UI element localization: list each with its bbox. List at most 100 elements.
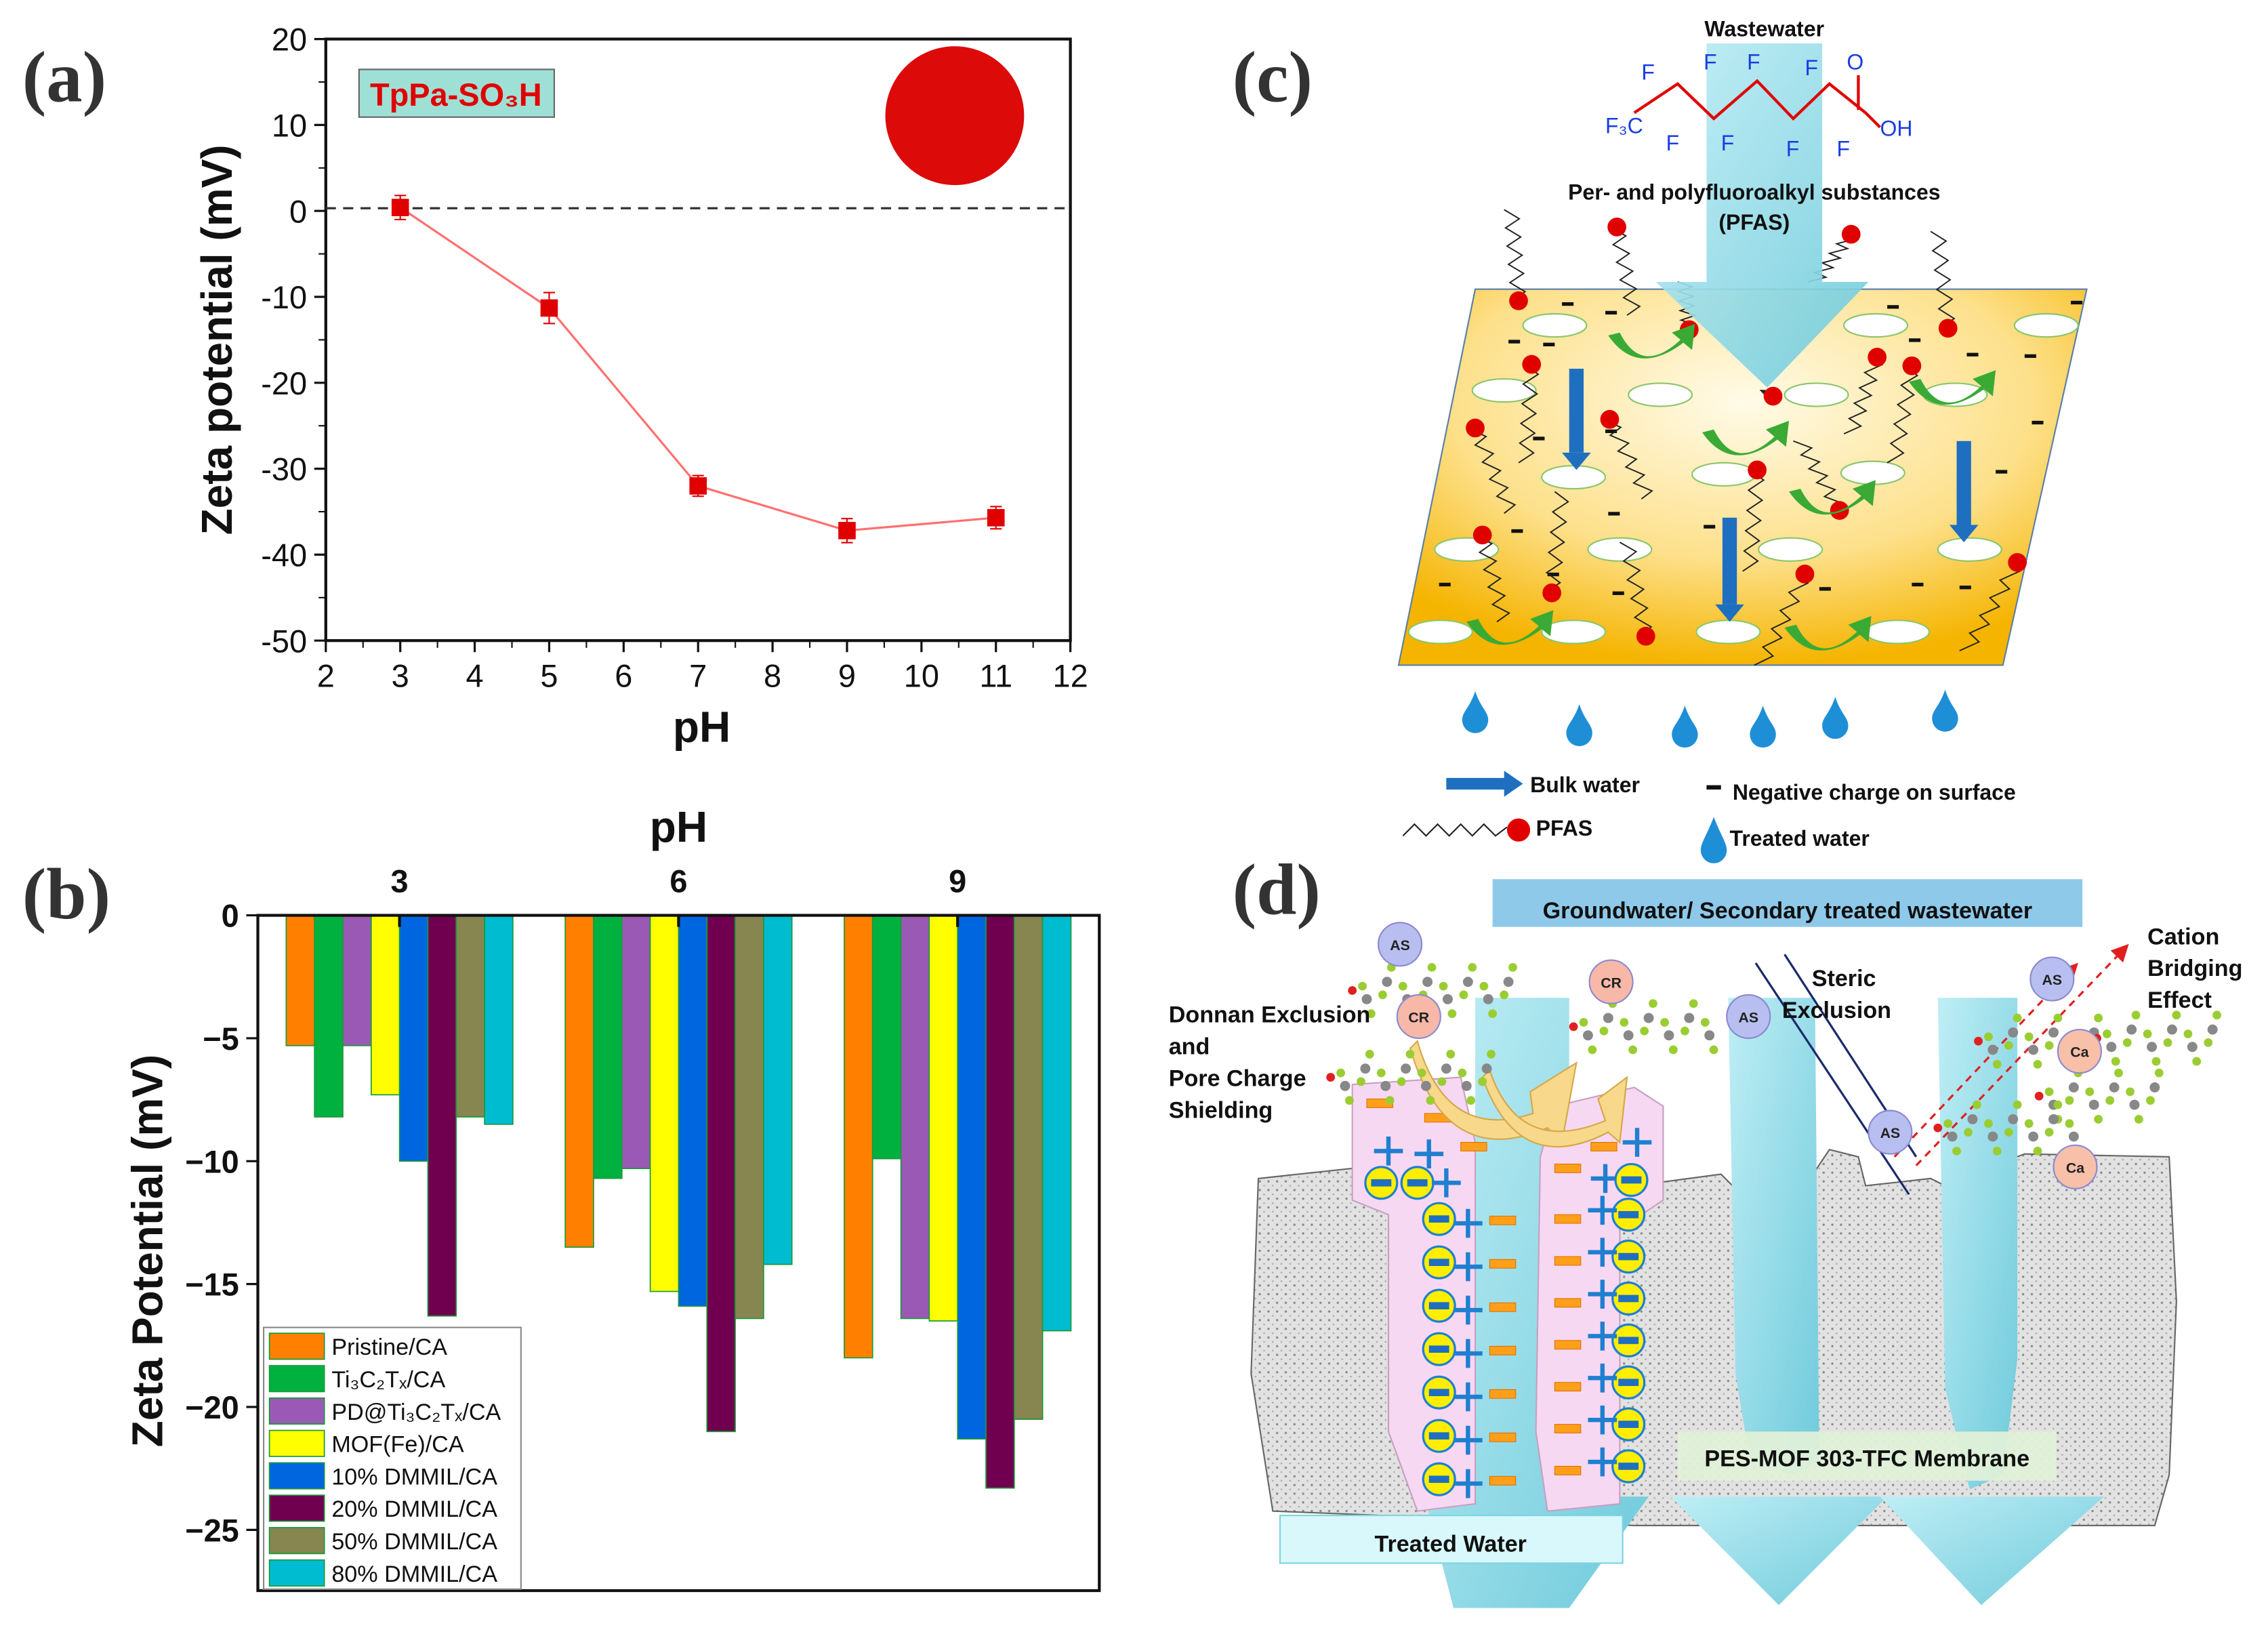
fluorine-atom bbox=[2033, 1059, 2042, 1069]
positive-charge-mark bbox=[1453, 1295, 1483, 1325]
anion-minus bbox=[1371, 1179, 1392, 1187]
negative-charge-mark bbox=[1439, 582, 1451, 587]
anion-minus bbox=[1428, 1215, 1449, 1223]
legend-label: 10% DMMIL/CA bbox=[331, 1464, 497, 1490]
molecule-atom bbox=[1481, 1063, 1492, 1074]
fluorine-atom bbox=[2146, 1096, 2155, 1105]
pfas-head bbox=[1841, 224, 1861, 244]
pfas-chain-icon bbox=[1402, 823, 1508, 837]
ion-circle bbox=[1868, 1109, 1913, 1155]
oxygen-atom bbox=[2034, 1091, 2044, 1101]
molecule-atom bbox=[2008, 1114, 2019, 1124]
pfas-chain bbox=[1742, 469, 1765, 572]
ion-label: CR bbox=[1601, 975, 1622, 991]
negative-charge-mark bbox=[1489, 1215, 1517, 1225]
positive-charge-mark bbox=[1432, 1168, 1461, 1198]
negative-charge-mark bbox=[1554, 1298, 1582, 1308]
negative-charge-mark bbox=[1547, 572, 1559, 577]
fluorine-atom bbox=[1458, 1068, 1467, 1078]
ion-circle bbox=[1378, 922, 1423, 967]
cation-label-2: Bridging bbox=[2147, 956, 2242, 981]
molecule-atom bbox=[1382, 977, 1393, 987]
negative-charge-mark bbox=[1460, 1142, 1487, 1151]
panel-label-c: (c) bbox=[1233, 37, 1313, 117]
positive-charge-mark bbox=[1588, 1322, 1617, 1351]
molecule-atom bbox=[1664, 1030, 1674, 1041]
membrane-pore bbox=[1691, 462, 1757, 487]
positive-charge-mark bbox=[1588, 1238, 1617, 1267]
negative-charge-mark bbox=[1605, 429, 1617, 434]
fluorine-atom bbox=[1681, 1026, 1689, 1036]
legend-label: Ti₃C₂Tₓ/CA bbox=[331, 1367, 445, 1393]
fluorine-atom bbox=[1649, 999, 1657, 1008]
negative-charge-mark bbox=[1533, 436, 1545, 441]
membrane-pore bbox=[1471, 377, 1537, 403]
molecule-f: F bbox=[1704, 49, 1717, 74]
anion-minus bbox=[1428, 1475, 1449, 1484]
pfas-chain bbox=[1886, 365, 1919, 464]
molecule-atom bbox=[1461, 1080, 1472, 1091]
water-channels bbox=[1424, 998, 2105, 1608]
negative-charge-mark bbox=[1909, 338, 1921, 342]
fluorine-atom bbox=[1689, 999, 1698, 1008]
bar bbox=[285, 914, 316, 1046]
fluorine-atom bbox=[2154, 1068, 2164, 1078]
fluorine-atom bbox=[2094, 1115, 2103, 1124]
series-a bbox=[391, 195, 1005, 544]
fluorine-atom bbox=[2172, 1010, 2181, 1020]
cation-label-1: Cation bbox=[2147, 924, 2219, 949]
category-label: 9 bbox=[949, 863, 966, 899]
legend-swatch bbox=[268, 1397, 325, 1425]
bulk-water-arrow-head bbox=[1562, 452, 1591, 470]
negative-charge-mark bbox=[1554, 1465, 1582, 1475]
bar bbox=[871, 914, 902, 1160]
membrane-pore bbox=[1541, 619, 1607, 645]
negative-charge-mark bbox=[1996, 470, 2008, 474]
flow-curve-arrow bbox=[1789, 480, 1876, 515]
molecule-atom bbox=[1441, 1063, 1451, 1074]
pfas-head bbox=[1600, 409, 1620, 429]
fluorine-atom bbox=[1668, 1045, 1678, 1055]
treated-water-drops bbox=[1462, 689, 1958, 748]
fluorine-atom bbox=[1640, 1026, 1649, 1036]
molecule-atom bbox=[1643, 1013, 1654, 1023]
fluorine-atom bbox=[1709, 1045, 1718, 1055]
molecule-atom bbox=[2187, 1042, 2198, 1053]
molecule-atom bbox=[2048, 1114, 2059, 1124]
bar bbox=[928, 914, 959, 1322]
steric-path-line bbox=[1754, 962, 1910, 1196]
molecule-oh: OH bbox=[1880, 117, 1912, 141]
ion-label: AS bbox=[1390, 937, 1410, 954]
ion-label: AS bbox=[1738, 1009, 1758, 1025]
fluorine-atom bbox=[1417, 1068, 1426, 1078]
bar bbox=[678, 914, 708, 1307]
membrane-pore bbox=[1784, 382, 1849, 407]
fluorine-atom bbox=[2085, 1087, 2095, 1097]
membrane-pore bbox=[1758, 537, 1823, 562]
fluorine-atom bbox=[2033, 1146, 2042, 1156]
anion-minus bbox=[1618, 1378, 1639, 1387]
fluorine-atom bbox=[1479, 981, 1489, 991]
legend-negative-charge: Negative charge on surface bbox=[1733, 780, 2016, 804]
bar bbox=[763, 914, 793, 1265]
molecule-atom bbox=[1582, 1030, 1593, 1041]
negative-charge-mark bbox=[1489, 1475, 1517, 1486]
fluorine-atom bbox=[2114, 1068, 2123, 1078]
repulsion-arrow-icon bbox=[1481, 1068, 1628, 1148]
negative-charge-mark bbox=[1554, 1214, 1582, 1224]
pfas-head bbox=[1472, 525, 1492, 545]
molecule-atom bbox=[2207, 1024, 2218, 1035]
pfas-head bbox=[1795, 565, 1815, 584]
oxygen-atom bbox=[1933, 1123, 1943, 1132]
panel-a: (a) 2 3 4 5 6 7 8 9 10 11 12 20 10 0 -10 -20 -30 -40 -50 T… bbox=[22, 22, 1088, 752]
molecule-atom bbox=[2106, 1042, 2117, 1053]
fluorine-atom bbox=[1620, 1018, 1629, 1027]
surface-charges bbox=[1364, 1099, 1652, 1498]
fluorine-atom bbox=[1367, 1009, 1376, 1019]
legend-swatch bbox=[268, 1494, 325, 1522]
fluorine-atom bbox=[2103, 1029, 2111, 1038]
water-drop-icon bbox=[1462, 691, 1489, 733]
fluorine-atom bbox=[2013, 1100, 2022, 1109]
legend-label: 50% DMMIL/CA bbox=[331, 1529, 497, 1555]
pfas-title: Per- and polyfluoroalkyl substances bbox=[1568, 180, 1940, 204]
